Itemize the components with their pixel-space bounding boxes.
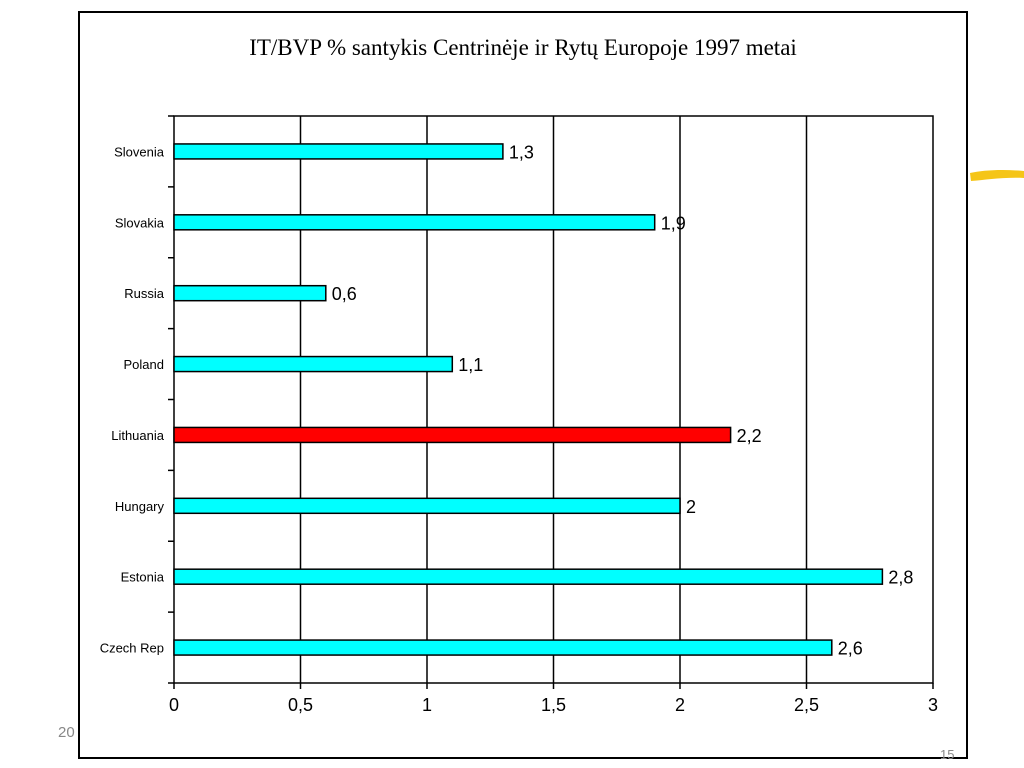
x-tick-label: 1 — [422, 695, 432, 715]
slide-date-fragment: 20 — [58, 724, 75, 741]
category-label: Russia — [124, 286, 165, 301]
data-label: 1,1 — [458, 355, 483, 375]
chart-plot: 0 0,5 1 1,5 2 2,5 3 Slovenia 1,3 Slovakia 1,9 Russi… — [100, 115, 938, 715]
data-label: 2,6 — [838, 639, 863, 659]
bar — [173, 497, 681, 515]
x-tick-label: 1,5 — [541, 695, 566, 715]
bar — [173, 143, 504, 160]
bar — [173, 639, 833, 656]
data-label: 1,9 — [661, 213, 686, 233]
data-label: 0,6 — [332, 284, 357, 304]
chart-frame: IT/BVP % santykis Centrinėje ir Rytų Eur… — [78, 11, 968, 759]
category-label: Czech Rep — [100, 641, 164, 656]
x-tick-label: 2,5 — [794, 695, 819, 715]
data-label: 2,2 — [737, 426, 762, 446]
x-tick-label: 0,5 — [288, 695, 313, 715]
chart-title: IT/BVP % santykis Centrinėje ir Rytų Eur… — [249, 35, 797, 60]
data-label: 1,3 — [509, 142, 534, 162]
bar — [173, 426, 732, 444]
bar — [173, 214, 656, 231]
category-label: Poland — [124, 357, 164, 372]
x-tick-label: 2 — [675, 695, 685, 715]
category-label: Slovenia — [114, 144, 165, 159]
highlighter-stroke-icon — [970, 169, 1024, 181]
category-label: Hungary — [115, 499, 165, 514]
data-label: 2 — [686, 497, 696, 517]
x-tick-label: 3 — [928, 695, 938, 715]
category-label: Lithuania — [111, 428, 165, 443]
data-label: 2,8 — [888, 568, 913, 588]
bar — [173, 284, 327, 302]
bar — [173, 568, 884, 585]
category-label: Slovakia — [115, 215, 165, 230]
slide-number-fragment: 15 — [940, 747, 955, 761]
category-label: Estonia — [121, 570, 165, 585]
x-tick-label: 0 — [169, 695, 179, 715]
bar — [173, 355, 454, 373]
